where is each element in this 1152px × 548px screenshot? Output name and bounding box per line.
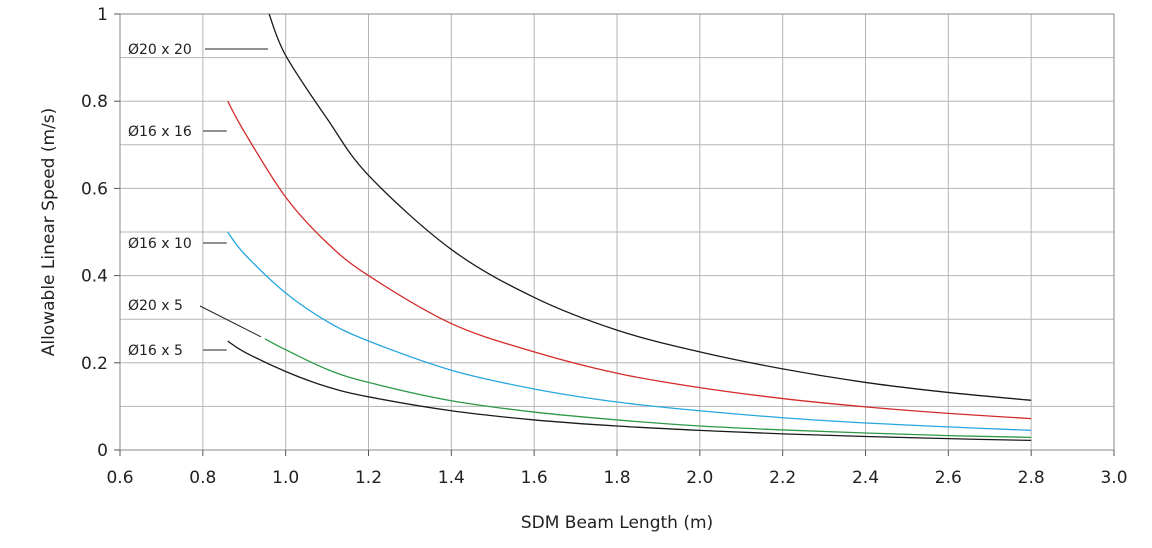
x-tick-label: 2.8 bbox=[1018, 468, 1045, 488]
y-axis-title: Allowable Linear Speed (m/s) bbox=[39, 108, 59, 357]
series-label: Ø16 x 10 bbox=[128, 236, 192, 252]
series-leader-line bbox=[199, 305, 262, 338]
x-tick-label: 0.8 bbox=[189, 468, 216, 488]
y-axis-ticks: 0 0.2 0.4 0.6 0.8 1 bbox=[81, 5, 120, 461]
x-tick-label: 2.6 bbox=[935, 468, 962, 488]
x-axis-ticks: 0.6 0.8 1.0 1.2 1.4 1.6 1.8 2.0 2.2 2.4 2.6 2.8 3.0 bbox=[106, 450, 1128, 488]
x-tick-label: 1.8 bbox=[603, 468, 630, 488]
series-line bbox=[264, 338, 1032, 439]
series-labels: Ø20 x 20 Ø16 x 16 Ø16 x 10 Ø20 x 5 Ø16 x 5 bbox=[128, 42, 269, 359]
y-tick-label: 0 bbox=[97, 441, 108, 461]
y-tick-label: 1 bbox=[97, 5, 108, 25]
series-line bbox=[227, 100, 1032, 420]
x-tick-label: 2.0 bbox=[686, 468, 713, 488]
x-tick-label: 2.2 bbox=[769, 468, 796, 488]
series-line bbox=[227, 231, 1032, 432]
series-line bbox=[227, 340, 1032, 442]
series-label: Ø20 x 20 bbox=[128, 42, 192, 58]
x-tick-label: 1.6 bbox=[521, 468, 548, 488]
series-label: Ø16 x 16 bbox=[128, 124, 192, 140]
y-tick-label: 0.8 bbox=[81, 92, 108, 112]
y-tick-label: 0.6 bbox=[81, 179, 108, 199]
y-tick-label: 0.2 bbox=[81, 354, 108, 374]
series-lines bbox=[227, 13, 1032, 442]
x-tick-label: 2.4 bbox=[852, 468, 879, 488]
series-label: Ø16 x 5 bbox=[128, 343, 183, 359]
series-line bbox=[268, 13, 1032, 401]
grid bbox=[120, 14, 1114, 450]
x-tick-label: 1.4 bbox=[438, 468, 465, 488]
y-tick-label: 0.4 bbox=[81, 267, 108, 287]
x-tick-label: 1.2 bbox=[355, 468, 382, 488]
x-tick-label: 0.6 bbox=[106, 468, 133, 488]
x-tick-label: 3.0 bbox=[1100, 468, 1127, 488]
x-tick-label: 1.0 bbox=[272, 468, 299, 488]
x-axis-title: SDM Beam Length (m) bbox=[521, 513, 713, 533]
series-label: Ø20 x 5 bbox=[128, 298, 183, 314]
